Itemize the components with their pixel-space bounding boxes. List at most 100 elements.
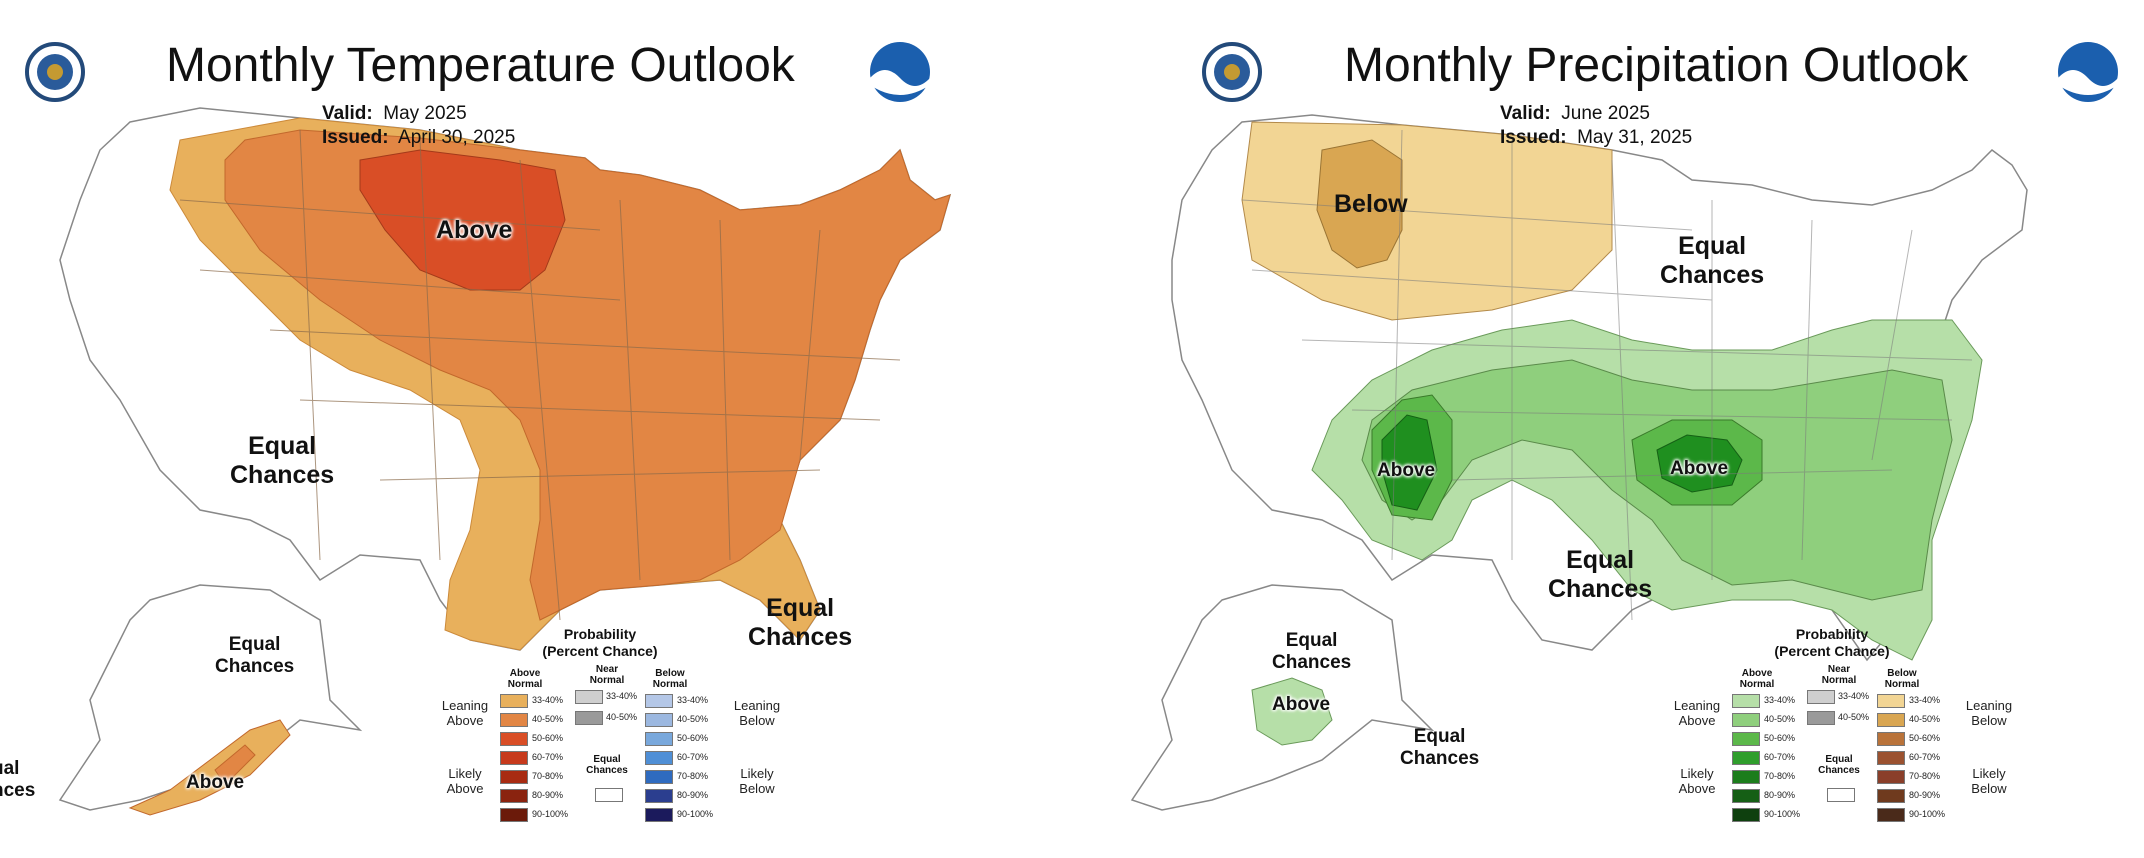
- valid-label: Valid:: [322, 103, 373, 124]
- below-swatch-label-4: 60-70%: [1909, 752, 1941, 762]
- col-below-normal: Below Normal: [1884, 668, 1920, 690]
- above-swatch-3: [1732, 732, 1760, 746]
- page-title: Monthly Temperature Outlook: [166, 39, 795, 92]
- above-swatch-label-7: 90-100%: [1764, 809, 1801, 819]
- col-below-normal: Below Normal: [652, 668, 688, 690]
- leaning-above-side: Leaning Above: [441, 698, 489, 728]
- col-above-normal: Above Normal: [507, 668, 543, 690]
- near-swatch-label-2: 40-50%: [606, 712, 638, 722]
- above-swatch-label-4: 60-70%: [1764, 752, 1796, 762]
- alaska-above-region: [128, 719, 291, 816]
- below-swatch-7: [1877, 808, 1905, 822]
- valid-value: May 2025: [383, 103, 467, 124]
- below-swatch-3: [1877, 732, 1905, 746]
- near-swatch-2: [1807, 711, 1835, 725]
- above-swatch-2: [1732, 713, 1760, 727]
- valid-label: Valid:: [1500, 103, 1551, 124]
- below-swatch-label-2: 40-50%: [677, 714, 709, 724]
- above-swatch-2: [500, 713, 528, 727]
- below-swatch-label-7: 90-100%: [677, 809, 714, 819]
- issued-value: May 31, 2025: [1577, 127, 1693, 148]
- legend-equal-chances: Equal Chances: [1818, 754, 1860, 776]
- equal-chances-aks-label: Equal Chances: [1400, 726, 1480, 769]
- below-label: Below: [1334, 190, 1408, 218]
- above-swatch-7: [500, 808, 528, 822]
- below-swatch-4: [1877, 751, 1905, 765]
- below-swatch-2: [645, 713, 673, 727]
- below-swatch-label-6: 80-90%: [1909, 790, 1941, 800]
- page-title: Monthly Precipitation Outlook: [1344, 39, 1969, 92]
- temperature-map: [25, 42, 952, 816]
- above-swatch-7: [1732, 808, 1760, 822]
- above-swatch-label-3: 50-60%: [1764, 733, 1796, 743]
- above-swatch-label-5: 70-80%: [1764, 771, 1796, 781]
- below-swatch-label-4: 60-70%: [677, 752, 709, 762]
- above-swatch-label-4: 60-70%: [532, 752, 564, 762]
- above-60-70-ok: [1656, 434, 1743, 493]
- below-swatch-label-3: 50-60%: [1909, 733, 1941, 743]
- cut-off-label: ualnces: [0, 758, 36, 801]
- below-swatch-4: [645, 751, 673, 765]
- alaska-above-region: [1251, 677, 1333, 746]
- alaska-above-core: [214, 744, 256, 786]
- above-swatch-label-1: 33-40%: [532, 695, 564, 705]
- above-swatch-1: [1732, 694, 1760, 708]
- above-swatch-label-7: 90-100%: [532, 809, 569, 819]
- col-near-normal: Near Normal: [589, 664, 625, 686]
- issued-line: Issued: April 30, 2025: [322, 126, 515, 150]
- state-boundaries: [1241, 129, 1973, 621]
- near-swatch-1: [1807, 690, 1835, 704]
- legend-title: Probability (Percent Chance): [542, 626, 658, 659]
- below-swatch-2: [1877, 713, 1905, 727]
- above-swatch-3: [500, 732, 528, 746]
- below-swatch-1: [1877, 694, 1905, 708]
- below-swatch-label-1: 33-40%: [1909, 695, 1941, 705]
- below-swatch-label-2: 40-50%: [1909, 714, 1941, 724]
- likely-below-side: Likely Below: [1971, 766, 2007, 796]
- below-40-50-region: [1316, 139, 1403, 269]
- equal-chances-se-label: Equal Chances: [748, 594, 853, 651]
- above-swatch-5: [500, 770, 528, 784]
- equal-chances-ak-label: Equal Chances: [215, 634, 295, 677]
- equal-chances-ne-label: Equal Chances: [1660, 232, 1765, 289]
- above-swatch-label-5: 70-80%: [532, 771, 564, 781]
- issued-label: Issued:: [1500, 127, 1567, 148]
- above-swatch-label-1: 33-40%: [1764, 695, 1796, 705]
- below-swatch-label-6: 80-90%: [677, 790, 709, 800]
- temperature-outlook-panel: Monthly Temperature Outlook Valid: May 2…: [0, 39, 952, 822]
- valid-value: June 2025: [1561, 103, 1650, 124]
- issued-value: April 30, 2025: [398, 127, 516, 148]
- above-ak-label: Above: [186, 772, 245, 793]
- above-label: Above: [436, 216, 513, 244]
- above-swatch-1: [500, 694, 528, 708]
- valid-line: Valid: May 2025: [322, 102, 467, 126]
- state-boundaries: [179, 129, 901, 621]
- above-swatch-label-2: 40-50%: [1764, 714, 1796, 724]
- below-swatch-6: [645, 789, 673, 803]
- above-swatch-6: [500, 789, 528, 803]
- near-swatch-2: [575, 711, 603, 725]
- legend-equal-chances-swatch: [595, 788, 623, 802]
- probability-legend: Probability (Percent Chance) Above Normal …: [1672, 626, 2012, 831]
- col-above-normal: Above Normal: [1739, 668, 1775, 690]
- above-swatch-label-2: 40-50%: [532, 714, 564, 724]
- below-swatch-label-7: 90-100%: [1909, 809, 1946, 819]
- above-swatch-6: [1732, 789, 1760, 803]
- legend-equal-chances-swatch: [1827, 788, 1855, 802]
- above-ok-label: Above: [1670, 458, 1729, 479]
- col-near-normal: Near Normal: [1821, 664, 1857, 686]
- above-sw-label: Above: [1377, 460, 1436, 481]
- below-swatch-1: [645, 694, 673, 708]
- above-swatch-label-6: 80-90%: [1764, 790, 1796, 800]
- near-swatch-label-2: 40-50%: [1838, 712, 1870, 722]
- above-swatch-5: [1732, 770, 1760, 784]
- likely-above-side: Likely Above: [446, 766, 484, 796]
- near-swatch-1: [575, 690, 603, 704]
- below-swatch-6: [1877, 789, 1905, 803]
- above-ak-label: Above: [1272, 694, 1331, 715]
- below-swatch-5: [645, 770, 673, 784]
- leaning-below-side: Leaning Below: [733, 698, 781, 728]
- equal-chances-ak-label: Equal Chances: [1272, 630, 1352, 673]
- legend-equal-chances: Equal Chances: [586, 754, 628, 776]
- valid-line: Valid: June 2025: [1500, 102, 1650, 126]
